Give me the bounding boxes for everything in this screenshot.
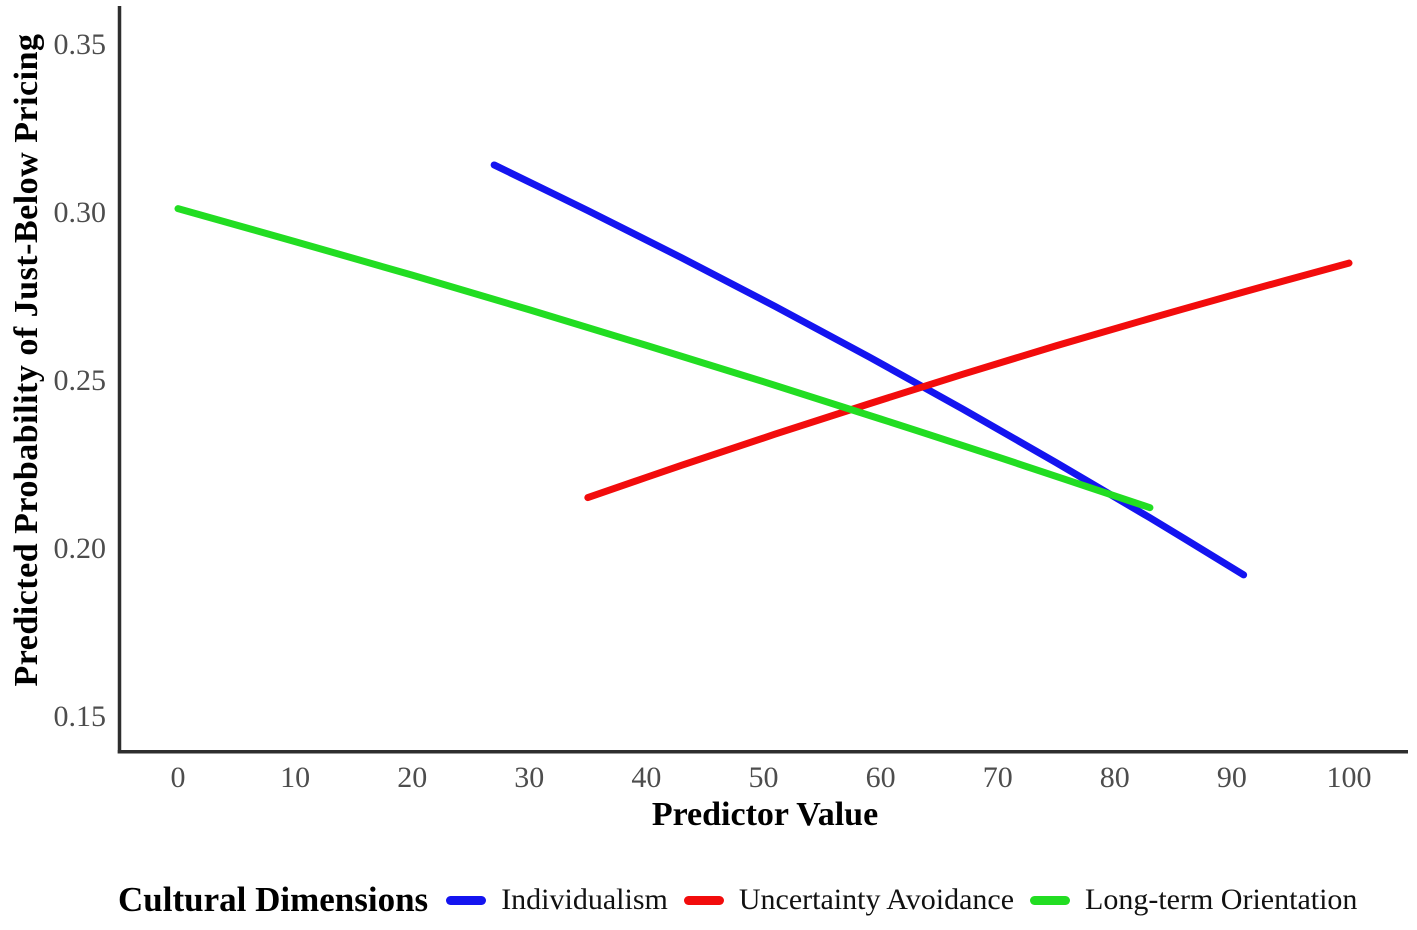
x-tick-label: 0 bbox=[171, 761, 186, 794]
legend-title: Cultural Dimensions bbox=[118, 880, 429, 919]
x-axis-title: Predictor Value bbox=[651, 796, 879, 833]
x-tick-label: 100 bbox=[1327, 761, 1372, 794]
y-axis-title: Predicted Probability of Just-Below Pric… bbox=[8, 33, 45, 687]
series-line-long-term-orientation bbox=[174, 205, 1154, 512]
legend-item-label: Long-term Orientation bbox=[1085, 883, 1358, 916]
x-tick-label: 20 bbox=[397, 761, 427, 794]
x-tick-label: 40 bbox=[631, 761, 661, 794]
series-line-individualism bbox=[490, 161, 1248, 579]
x-tick-label: 80 bbox=[1100, 761, 1130, 794]
x-tick-label: 60 bbox=[866, 761, 896, 794]
y-tick-label: 0.25 bbox=[54, 364, 107, 397]
legend: Cultural Dimensions Individualism Uncerta… bbox=[118, 875, 1357, 925]
y-tick-label: 0.30 bbox=[54, 196, 107, 229]
x-tick-label: 70 bbox=[983, 761, 1013, 794]
legend-swatch-icon bbox=[683, 895, 724, 905]
y-tick-label: 0.20 bbox=[54, 532, 107, 565]
plot-area: 0.35 0.30 0.25 0.20 0.15 0 10 20 30 40 50 60 70 80 90 1… bbox=[54, 6, 1408, 794]
y-tick-label: 0.15 bbox=[54, 700, 107, 733]
x-tick-label: 30 bbox=[514, 761, 544, 794]
x-tick-label: 50 bbox=[749, 761, 779, 794]
legend-item-label: Individualism bbox=[501, 883, 668, 916]
y-tick-label: 0.35 bbox=[54, 28, 107, 61]
legend-item: Uncertainty Avoidance bbox=[683, 883, 1015, 917]
legend-item: Long-term Orientation bbox=[1030, 883, 1357, 917]
legend-item-label: Uncertainty Avoidance bbox=[738, 883, 1015, 916]
x-tick-label: 90 bbox=[1217, 761, 1247, 794]
legend-swatch-icon bbox=[1030, 895, 1071, 905]
series-line-uncertainty-avoidance bbox=[584, 259, 1353, 502]
x-tick-label: 10 bbox=[280, 761, 310, 794]
legend-items: Individualism Uncertainty Avoidance Long-t… bbox=[446, 883, 1357, 917]
legend-item: Individualism bbox=[446, 883, 668, 917]
legend-swatch-icon bbox=[446, 895, 487, 905]
